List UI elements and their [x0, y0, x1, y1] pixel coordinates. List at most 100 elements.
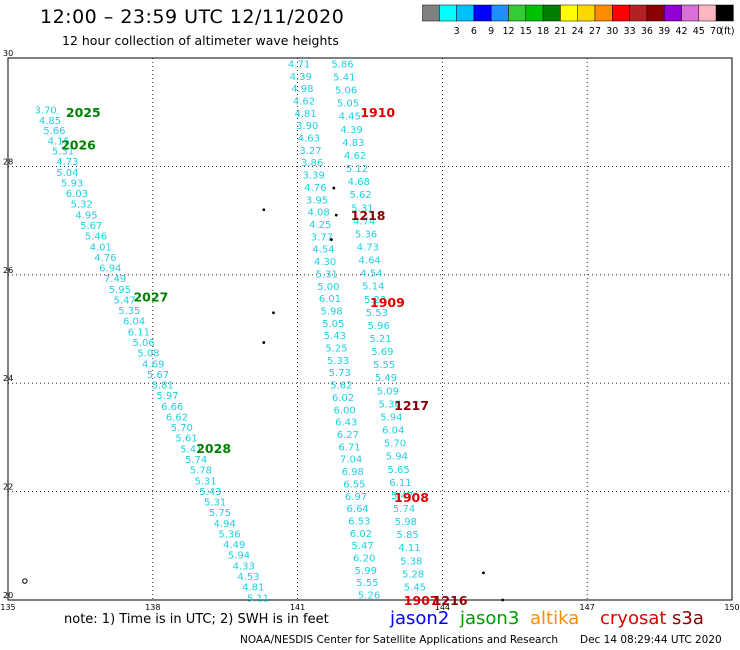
wave-height-label: 4.53	[237, 572, 259, 583]
x-tick-label: 135	[0, 603, 15, 612]
wave-height-label: 5.75	[209, 508, 231, 519]
x-tick-label: 138	[145, 603, 160, 612]
legend-label: 45	[693, 26, 705, 36]
wave-height-label: 5.47	[113, 295, 135, 306]
legend-label: 9	[488, 26, 494, 36]
wave-height-label: 5.06	[133, 338, 155, 349]
wave-height-label: 5.67	[147, 370, 169, 381]
wave-height-label: 6.66	[161, 402, 183, 413]
wave-height-label: 5.62	[349, 190, 371, 201]
wave-height-label: 6.04	[382, 426, 404, 437]
wave-height-label: 6.53	[348, 516, 370, 527]
legend-unit: (ft)	[720, 26, 734, 36]
wave-height-label: 4.62	[344, 151, 366, 162]
island-marker	[22, 578, 28, 584]
orbit-label: 1908	[394, 490, 429, 505]
wave-height-label: 5.05	[337, 99, 359, 110]
wave-height-label: 4.74	[353, 216, 375, 227]
wave-height-label: 7.49	[104, 274, 126, 285]
plot-frame	[7, 57, 733, 601]
wave-height-label: 5.31	[351, 203, 373, 214]
legend-label: 42	[675, 26, 687, 36]
wave-height-label: 4.81	[294, 109, 316, 120]
wave-height-label: 5.33	[327, 356, 349, 367]
wave-height-label: 5.47	[391, 491, 413, 502]
wave-height-label: 5.69	[371, 347, 393, 358]
wave-height-label: 5.70	[384, 439, 406, 450]
wave-height-label: 5.31	[194, 476, 216, 487]
satellite-jason3: jason3	[460, 608, 520, 629]
wave-height-label: 5.38	[400, 556, 422, 567]
island-marker	[332, 186, 336, 190]
wave-height-label: 5.47	[351, 541, 373, 552]
wave-height-label: 5.09	[377, 386, 399, 397]
legend-label: 36	[641, 26, 653, 36]
island-marker	[482, 571, 485, 575]
wave-height-label: 4.08	[307, 208, 329, 219]
wave-height-label: 3.95	[306, 195, 328, 206]
wave-height-label: 4.95	[75, 210, 97, 221]
y-tick-label: 20	[3, 591, 13, 600]
wave-height-label: 3.90	[296, 121, 318, 132]
wave-height-label: 4.63	[298, 134, 320, 145]
wave-height-label: 3.39	[303, 171, 325, 182]
page-title: 12:00 – 23:59 UTC 12/11/2020	[40, 6, 345, 28]
legend-label: 18	[537, 26, 549, 36]
y-tick-label: 26	[3, 266, 13, 275]
wave-height-label: 5.31	[316, 269, 338, 280]
y-tick-label: 24	[3, 374, 13, 383]
orbit-label: 2025	[66, 105, 101, 120]
wave-height-label: 6.04	[123, 317, 145, 328]
wave-height-label: 3.27	[299, 146, 321, 157]
legend-swatch	[715, 4, 734, 22]
wave-height-label: 5.98	[320, 306, 342, 317]
y-tick-label: 22	[3, 483, 13, 492]
wave-height-label: 6.02	[332, 393, 354, 404]
wave-height-label: 5.00	[317, 282, 339, 293]
island-marker	[334, 213, 338, 217]
wave-height-label: 4.39	[290, 72, 312, 83]
wave-height-label: 4.11	[398, 543, 420, 554]
wave-height-label: 5.97	[156, 391, 178, 402]
wave-height-label: 6.11	[128, 327, 150, 338]
satellite-jason2: jason2	[390, 608, 450, 629]
wave-height-label: 4.25	[309, 220, 331, 231]
orbit-label: 2026	[61, 138, 96, 153]
credit-text: NOAA/NESDIS Center for Satellite Applica…	[240, 634, 558, 646]
wave-height-label: 6.43	[335, 418, 357, 429]
legend-label: 21	[554, 26, 566, 36]
wave-height-label: 5.14	[362, 282, 384, 293]
island-marker	[501, 598, 505, 602]
orbit-label: 1907	[404, 593, 439, 608]
wave-height-label: 6.97	[345, 492, 367, 503]
wave-height-label: 5.86	[331, 59, 353, 70]
wave-height-label: 5.93	[61, 178, 83, 189]
wave-height-label: 5.62	[330, 381, 352, 392]
wave-height-label: 5.45	[404, 582, 426, 593]
wave-height-label: 5.70	[171, 423, 193, 434]
wave-height-label: 5.99	[355, 566, 377, 577]
wave-height-label: 4.69	[142, 359, 164, 370]
wave-height-label: 4.45	[339, 112, 361, 123]
island-marker	[272, 311, 275, 315]
wave-height-label: 5.25	[325, 344, 347, 355]
wave-height-label: 4.39	[340, 125, 362, 136]
wave-height-label: 5.98	[395, 517, 417, 528]
legend-label: 27	[589, 26, 601, 36]
wave-height-label: 7.04	[340, 455, 362, 466]
orbit-label: 2027	[133, 289, 168, 304]
wave-height-label: 5.06	[335, 86, 357, 97]
legend-label: 12	[502, 26, 514, 36]
wave-height-label: 5.53	[366, 308, 388, 319]
satellite-s3a: s3a	[672, 608, 704, 629]
orbit-label: 1217	[394, 398, 429, 413]
wave-height-label: 5.66	[43, 126, 65, 137]
legend-label: 3	[454, 26, 460, 36]
wave-height-label: 5.61	[175, 434, 197, 445]
wave-height-label: 3.77	[311, 232, 333, 243]
wave-height-label: 5.36	[378, 399, 400, 410]
wave-height-label: 5.08	[137, 349, 159, 360]
y-tick-label: 28	[3, 157, 13, 166]
wave-height-label: 4.98	[291, 84, 313, 95]
legend-label: 15	[520, 26, 532, 36]
